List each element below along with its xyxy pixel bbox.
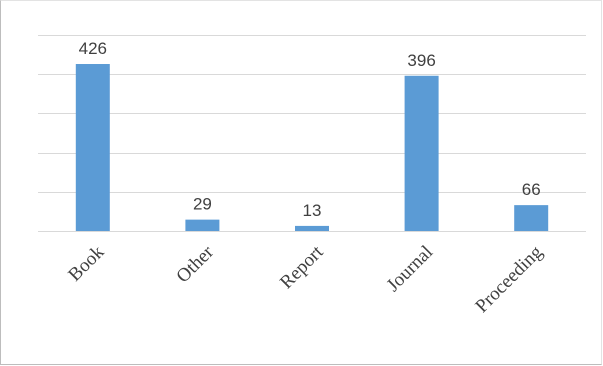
- data-label-proceeding: 66: [522, 180, 541, 199]
- data-label-book: 426: [79, 39, 107, 58]
- data-label-other: 29: [193, 195, 212, 214]
- x-tick-label-proceeding: Proceeding: [471, 241, 547, 317]
- bar-report: [295, 225, 329, 231]
- x-tick-label-report: Report: [276, 241, 328, 293]
- x-axis-tick-labels: Book Other Report Journal Proceeding: [64, 241, 547, 317]
- data-labels: 426 29 13 396 66: [79, 39, 541, 220]
- bar-other: [185, 219, 220, 231]
- bars: [75, 64, 549, 231]
- bar-book: [75, 64, 110, 231]
- x-tick-label-book: Book: [64, 241, 108, 285]
- x-tick-label-other: Other: [172, 241, 218, 287]
- data-label-report: 13: [303, 201, 322, 220]
- bar-journal: [404, 75, 439, 231]
- x-tick-label-journal: Journal: [383, 242, 437, 296]
- bar-proceeding: [514, 205, 549, 231]
- data-label-journal: 396: [407, 51, 435, 70]
- gridlines: [38, 35, 586, 232]
